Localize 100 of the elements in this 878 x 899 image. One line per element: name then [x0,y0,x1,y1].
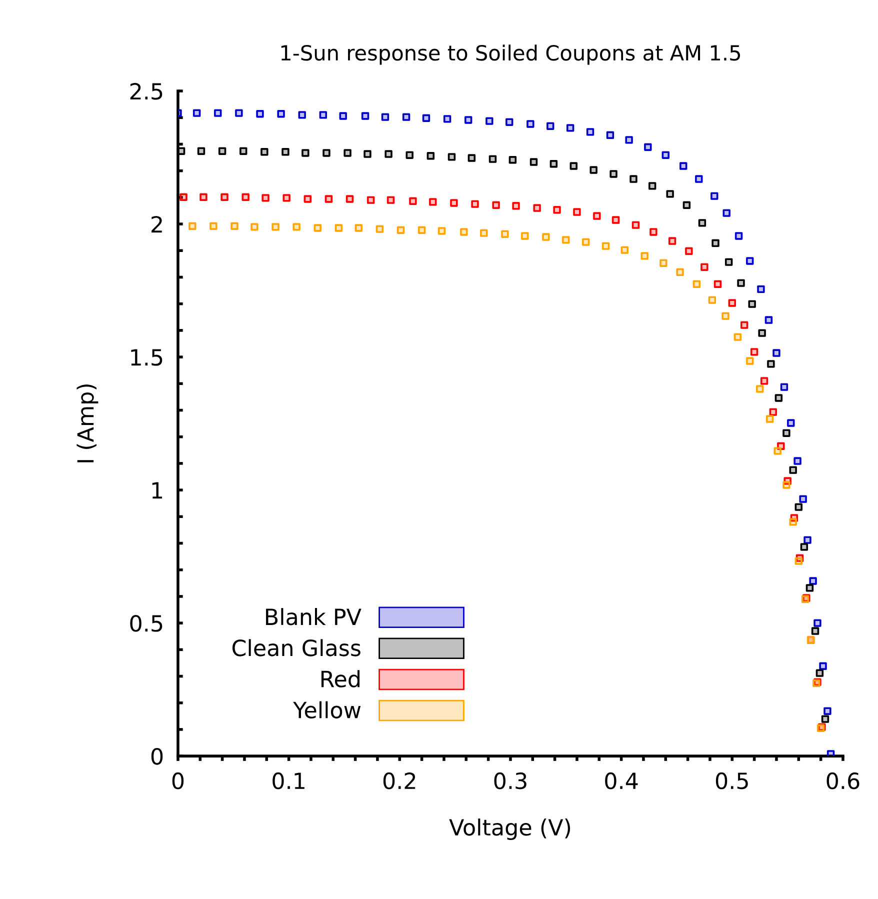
point [418,226,426,234]
point [612,216,620,224]
point [630,175,638,183]
y-tick-label: 1.5 [131,349,162,366]
point [746,357,754,365]
legend-label: Blank PV [266,608,362,626]
point [443,115,452,123]
point [450,199,458,207]
point [304,195,312,203]
point [692,280,701,288]
point [582,238,590,246]
point [712,239,720,247]
point [789,518,797,526]
point [756,385,764,393]
point [573,208,581,216]
point [816,669,824,677]
point [402,113,410,121]
point [438,227,446,235]
point [566,124,574,132]
point [722,312,730,320]
point [562,236,570,244]
point [262,194,270,202]
point [464,116,472,124]
x-tick-label: 0.2 [383,772,416,790]
point [322,149,330,157]
y-tick-label: 2 [152,216,162,232]
point [272,223,280,231]
legend-label: Red [321,670,360,688]
x-tick-label: 0.3 [494,772,526,790]
point [346,195,354,203]
point [708,296,716,304]
point [334,224,343,232]
point [381,113,390,121]
point [344,149,352,157]
point [782,429,790,437]
point [230,222,238,230]
point [698,219,706,227]
point [662,151,670,159]
point [553,206,561,214]
point [220,193,228,201]
point [650,228,658,236]
point [214,109,222,117]
point [501,230,509,238]
point [602,242,610,250]
point [804,536,812,544]
point [734,232,743,240]
point [819,662,827,670]
point [188,222,196,230]
point [302,149,310,157]
point [422,114,430,122]
point [668,237,676,245]
point [396,226,405,234]
point [799,495,807,503]
point [526,120,534,128]
point [769,408,777,416]
point [256,110,264,118]
point [787,419,795,427]
point [361,112,370,120]
point [821,715,830,723]
point [794,457,802,465]
point [640,252,648,260]
point [240,147,248,155]
x-tick-label: 0.4 [605,772,638,790]
legend-label: Clean Glass [232,639,360,656]
point [685,247,693,255]
point [766,415,774,423]
point [506,118,514,126]
point [806,584,814,592]
point [632,221,640,229]
point [606,131,614,139]
point [339,112,347,120]
point [710,192,718,200]
point [695,175,703,183]
point [800,543,808,551]
point [197,147,206,155]
point [593,212,601,220]
point [260,148,268,156]
point [660,259,668,267]
point [210,222,218,230]
point [814,619,822,627]
point [728,299,736,307]
point [521,232,529,240]
point [750,348,758,356]
y-tick-label: 2.5 [130,82,162,100]
point [826,750,835,756]
point [620,246,628,254]
x-tick-label: 0.5 [716,772,748,790]
point [314,224,322,232]
point [471,200,479,208]
point [757,285,765,294]
point [460,228,468,236]
point [772,349,780,357]
point [767,360,775,368]
point [384,150,392,158]
chart-title: 1-Sun response to Soiled Coupons at AM 1.5 [281,44,740,65]
point [468,154,476,162]
point [680,162,688,170]
point [376,225,384,233]
y-tick-label: 0.5 [130,614,162,632]
point [429,198,437,206]
